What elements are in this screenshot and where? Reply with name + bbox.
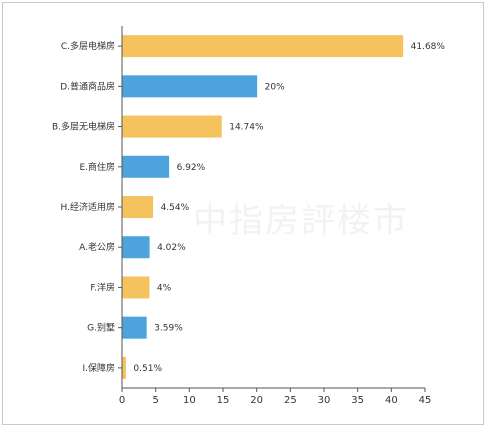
category-label: A.老公房 bbox=[79, 241, 115, 253]
data-label: 3.59% bbox=[154, 324, 183, 334]
x-tick-label: 20 bbox=[250, 395, 263, 406]
category-label: G.别墅 bbox=[87, 323, 115, 334]
data-label: 4% bbox=[157, 283, 172, 293]
x-tick-label: 40 bbox=[385, 395, 398, 406]
x-tick-label: 5 bbox=[152, 395, 158, 406]
bar bbox=[122, 196, 154, 218]
bar bbox=[122, 115, 222, 138]
x-tick-label: 45 bbox=[419, 395, 432, 406]
data-label: 0.51% bbox=[133, 364, 162, 374]
bar bbox=[122, 316, 147, 339]
x-tick-label: 0 bbox=[119, 395, 125, 406]
category-label: D.普通商品房 bbox=[60, 80, 115, 92]
bar bbox=[122, 75, 258, 98]
x-tick-label: 30 bbox=[318, 395, 331, 406]
category-label: B.多层无电梯房 bbox=[52, 121, 115, 133]
data-label: 6.92% bbox=[177, 163, 206, 173]
x-tick-label: 35 bbox=[351, 395, 364, 406]
bar bbox=[122, 35, 404, 58]
category-label: H.经济适用房 bbox=[61, 201, 115, 213]
bar bbox=[122, 276, 150, 299]
category-label: C.多层电梯房 bbox=[61, 40, 115, 52]
data-label: 14.74% bbox=[229, 123, 264, 133]
category-label: I.保障房 bbox=[82, 362, 115, 374]
x-tick-label: 10 bbox=[183, 395, 196, 406]
category-label: F.洋房 bbox=[90, 281, 115, 293]
bar bbox=[122, 155, 170, 178]
x-tick-label: 25 bbox=[284, 395, 297, 406]
x-tick-label: 15 bbox=[217, 395, 230, 406]
bar bbox=[122, 236, 150, 259]
data-label: 41.68% bbox=[411, 42, 446, 52]
category-label: E.商住房 bbox=[79, 161, 115, 173]
bar bbox=[122, 356, 126, 379]
data-label: 20% bbox=[265, 82, 285, 92]
data-label: 4.02% bbox=[157, 243, 186, 253]
data-label: 4.54% bbox=[161, 203, 190, 213]
